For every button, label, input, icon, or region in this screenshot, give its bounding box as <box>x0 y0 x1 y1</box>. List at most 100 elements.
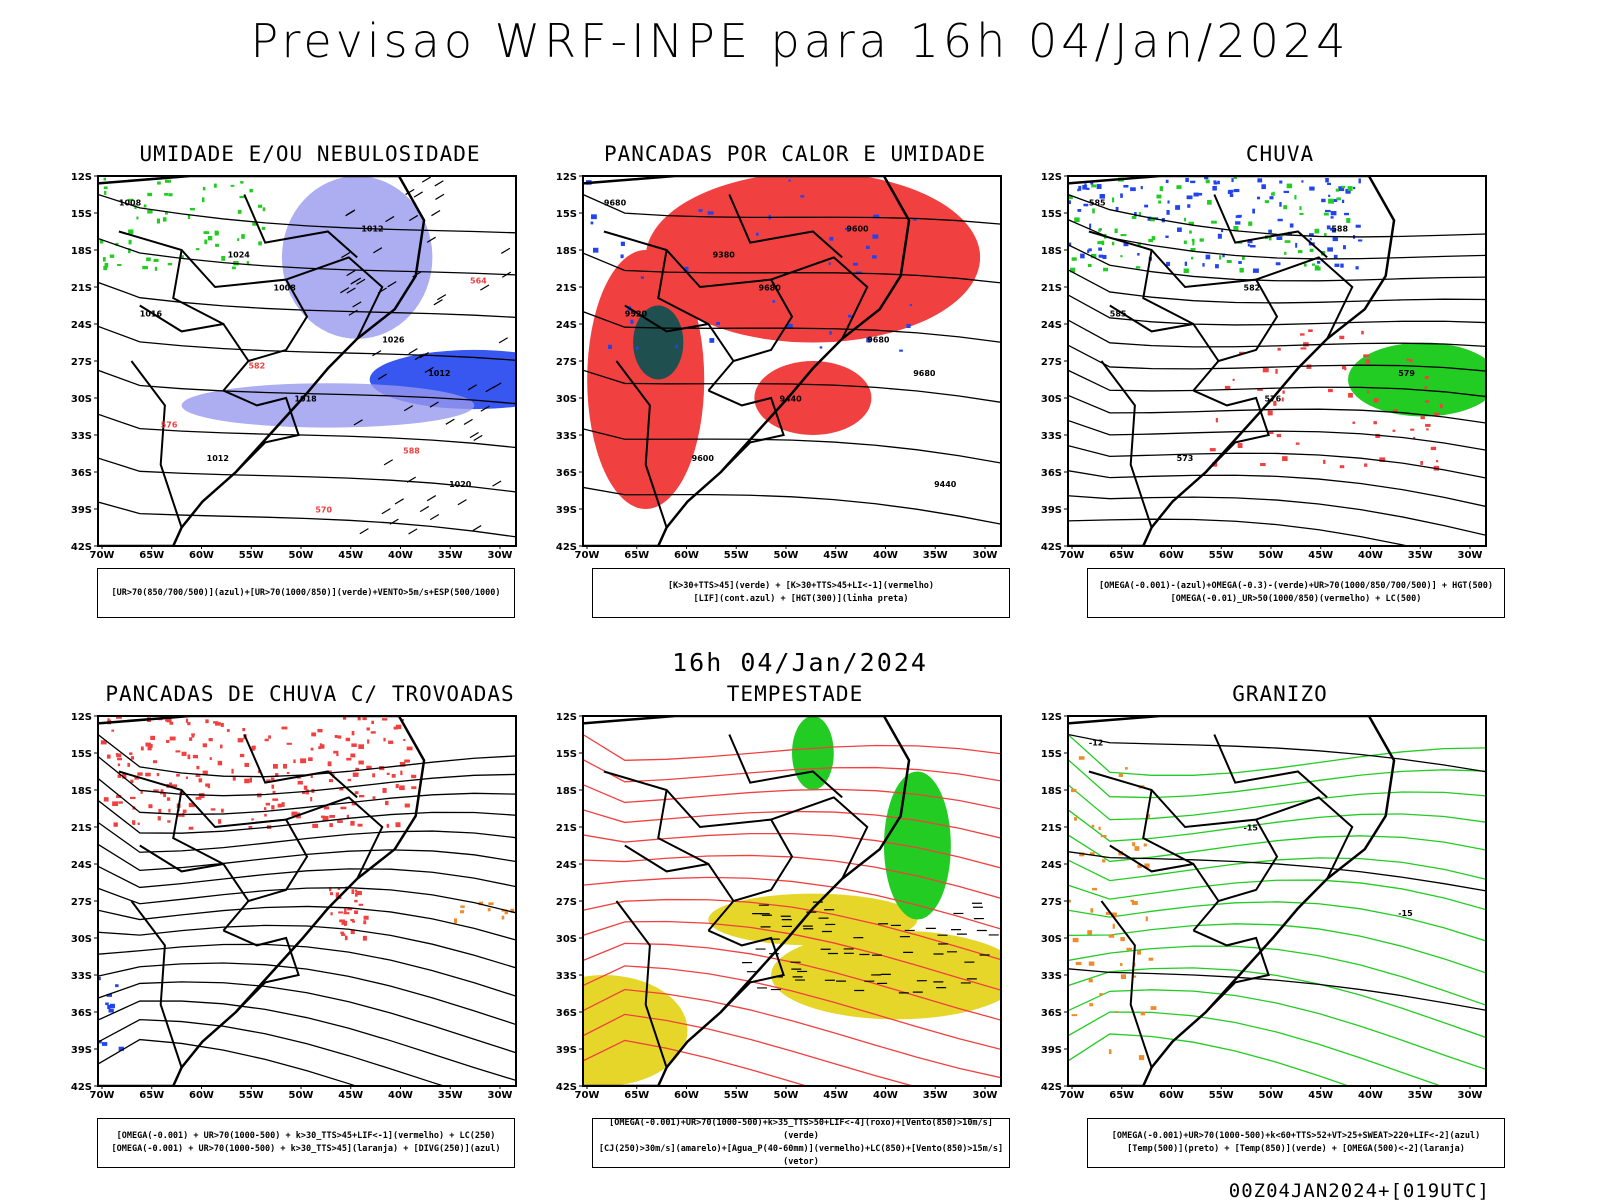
rain-speck-red <box>1348 393 1353 398</box>
rain-speck <box>1184 218 1186 222</box>
lat-tick-label: 12S <box>556 712 577 723</box>
lon-tick-label: 40W <box>388 1090 413 1101</box>
omega-speck <box>1125 767 1128 770</box>
omega-speck <box>1151 1006 1157 1010</box>
moisture-speck <box>154 259 159 262</box>
moisture-speck <box>142 266 148 269</box>
rain-speck <box>1268 230 1272 233</box>
lif-contour <box>675 345 678 348</box>
contour-label: 9680 <box>759 284 782 293</box>
rain-speck-red <box>1308 329 1313 332</box>
lon-tick-label: 60W <box>1159 1090 1184 1101</box>
contour-label: 9600 <box>692 454 715 463</box>
omega-speck <box>1089 979 1093 983</box>
streamline <box>1068 735 1486 776</box>
storm-speck <box>104 797 109 801</box>
storm-speck <box>203 771 208 775</box>
rain-speck <box>1084 183 1086 186</box>
moisture-speck <box>104 186 108 189</box>
lon-tick-label: 40W <box>873 550 898 561</box>
humidity-area-upper <box>282 176 432 339</box>
rain-speck <box>1219 255 1221 259</box>
moisture-speck <box>240 181 243 184</box>
moisture-speck <box>249 189 252 193</box>
moisture-speck <box>232 267 236 270</box>
rain-speck <box>1309 187 1314 191</box>
storm-speck <box>209 738 213 741</box>
moisture-speck <box>157 181 161 184</box>
storm-speck <box>233 777 236 781</box>
legend-line: [OMEGA(-0.01)_UR>50(1000/850)(vermelho) … <box>1088 593 1504 606</box>
streamline <box>1068 785 1486 820</box>
rain-speck-red <box>1263 368 1269 372</box>
storm-speck <box>189 827 194 830</box>
omega-speck <box>1137 951 1141 955</box>
panel-title: PANCADAS DE CHUVA C/ TROVOADAS <box>50 682 570 706</box>
rain-speck-red <box>1282 456 1288 461</box>
contour-label: -12 <box>1089 739 1103 748</box>
storm-speck <box>196 797 202 800</box>
lon-tick-label: 50W <box>1259 550 1284 561</box>
lon-tick-label: 65W <box>139 1090 164 1101</box>
storm-speck <box>150 736 155 740</box>
lon-tick-label: 50W <box>774 1090 799 1101</box>
lif-contour <box>829 237 833 241</box>
streamline <box>98 888 516 913</box>
wind-vector <box>470 432 479 437</box>
lon-tick-label: 65W <box>624 550 649 561</box>
storm-speck <box>183 810 187 813</box>
lif-contour <box>853 263 858 266</box>
storm-speck <box>281 802 284 807</box>
omega-speck <box>1132 842 1135 846</box>
rain-speck <box>1116 207 1119 211</box>
map-pancadas-calor: 9680968096809600960095209440944093809680… <box>535 172 1055 592</box>
rain-speck-red <box>1282 397 1284 401</box>
contour-label: 1012 <box>361 225 383 234</box>
page-title: Previsao WRF-INPE para 16h 04/Jan/2024 <box>0 14 1600 68</box>
streamline <box>1068 270 1486 303</box>
lif-contour <box>716 322 720 325</box>
lat-tick-label: 30S <box>556 394 577 405</box>
lon-tick-label: 55W <box>239 1090 264 1101</box>
omega-speck <box>1109 1049 1111 1054</box>
storm-speck <box>133 823 136 825</box>
rain-speck <box>1156 195 1161 199</box>
storm-speck <box>330 892 333 895</box>
lat-tick-label: 39S <box>556 505 577 516</box>
storm-speck <box>221 723 224 727</box>
lon-tick-label: 60W <box>189 550 214 561</box>
storm-speck <box>371 731 376 733</box>
lat-tick-label: 36S <box>71 468 92 479</box>
panel-title: GRANIZO <box>1020 682 1540 706</box>
rain-speck <box>1238 215 1242 217</box>
lon-tick-label: 45W <box>1308 1090 1333 1101</box>
storm-speck <box>116 753 121 757</box>
lif-contour <box>872 255 877 258</box>
rain-speck <box>1121 234 1127 236</box>
country-border <box>140 846 249 902</box>
rain-speck <box>1265 200 1269 203</box>
rain-speck <box>1120 193 1123 197</box>
lat-tick-label: 27S <box>1041 357 1062 368</box>
storm-speck <box>141 746 144 750</box>
wind-vector <box>435 181 444 186</box>
forecast-time-label: 16h 04/Jan/2024 <box>0 648 1600 677</box>
storm-speck <box>308 757 313 761</box>
lif-contour <box>829 331 831 335</box>
rain-speck-red <box>1364 463 1367 466</box>
storm-speck <box>189 737 192 741</box>
wind-vector <box>409 529 418 534</box>
rain-speck <box>1298 250 1303 253</box>
rain-speck <box>1115 229 1118 234</box>
rain-speck <box>1327 183 1331 185</box>
lon-tick-label: 60W <box>674 550 699 561</box>
rain-speck <box>1229 190 1234 193</box>
wind-vector <box>382 509 391 514</box>
rain-speck <box>1185 262 1187 266</box>
moisture-speck <box>237 238 239 241</box>
lif-contour <box>608 345 612 349</box>
omega-speck <box>1076 962 1082 965</box>
storm-speck <box>304 786 308 790</box>
moisture-speck <box>202 197 204 202</box>
rain-speck <box>1358 239 1362 241</box>
